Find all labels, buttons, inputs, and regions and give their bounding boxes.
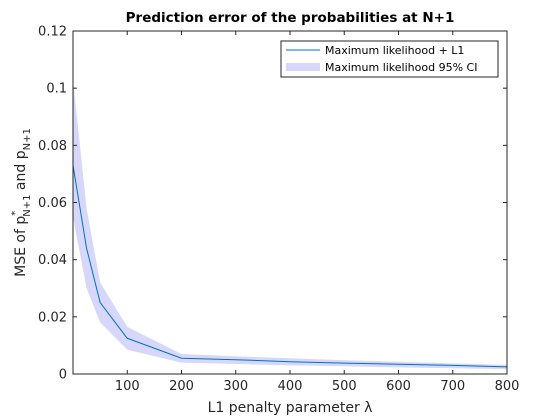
y-tick-label: 0.08 bbox=[38, 139, 67, 154]
x-ticks: 100 200 300 400 500 600 700 800 bbox=[115, 31, 520, 394]
x-tick-label: 300 bbox=[223, 379, 248, 394]
y-tick-label: 0.04 bbox=[38, 253, 67, 268]
plot-area bbox=[73, 31, 507, 374]
x-tick-label: 200 bbox=[169, 379, 194, 394]
y-tick-label: 0.06 bbox=[38, 196, 67, 211]
y-axis-title-sub2: N+1 bbox=[22, 128, 33, 150]
y-tick-label: 0 bbox=[59, 368, 67, 383]
x-tick-label: 600 bbox=[386, 379, 411, 394]
x-tick-label: 100 bbox=[115, 379, 140, 394]
y-tick-label: 0.12 bbox=[38, 25, 67, 40]
chart-title: Prediction error of the probabilities at… bbox=[126, 10, 455, 26]
y-ticks: 0 0.02 0.04 0.06 0.08 0.1 0.12 bbox=[38, 25, 507, 383]
y-axis-title-prefix: MSE of p bbox=[13, 216, 29, 277]
legend-label-band: Maximum likelihood 95% CI bbox=[325, 61, 477, 74]
x-tick-label: 500 bbox=[332, 379, 357, 394]
series-line-layer bbox=[72, 165, 508, 368]
y-axis-title-mid: and p bbox=[13, 150, 29, 194]
y-axis-title-sub1: N+1 bbox=[22, 195, 33, 217]
y-tick-label: 0.1 bbox=[46, 82, 67, 97]
legend-band-swatch bbox=[286, 63, 320, 71]
x-tick-label: 400 bbox=[278, 379, 303, 394]
x-tick-label: 700 bbox=[440, 379, 465, 394]
y-tick-label: 0.02 bbox=[38, 310, 67, 325]
y-axis-title-sup: * bbox=[10, 211, 21, 216]
legend-label-line: Maximum likelihood + L1 bbox=[325, 44, 464, 57]
series-line bbox=[72, 165, 508, 368]
x-tick-label: 800 bbox=[495, 379, 520, 394]
x-axis-title: L1 penalty parameter λ bbox=[208, 400, 373, 416]
y-axis-title: MSE of p*N+1 and pN+1 bbox=[10, 128, 33, 277]
legend: Maximum likelihood + L1 Maximum likeliho… bbox=[280, 40, 499, 78]
